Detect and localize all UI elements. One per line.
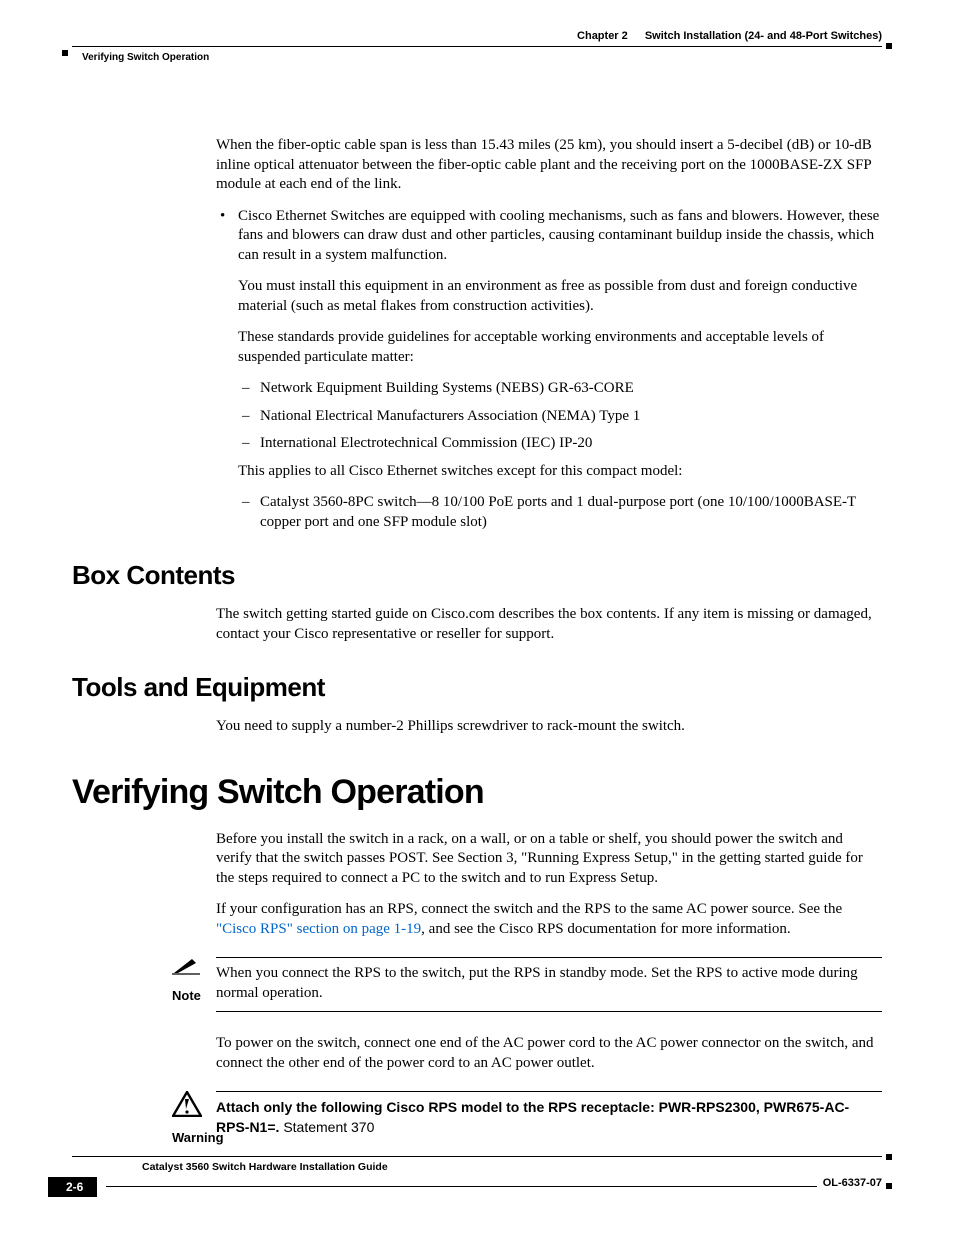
page-number-tab: 2-6: [48, 1177, 97, 1197]
dash-item: Network Equipment Building Systems (NEBS…: [238, 379, 882, 399]
chapter-title: Switch Installation (24- and 48-Port Swi…: [645, 30, 882, 42]
page-footer: Catalyst 3560 Switch Hardware Installati…: [72, 1156, 882, 1199]
running-header: Chapter 2 Switch Installation (24- and 4…: [72, 30, 882, 66]
body: When the fiber-optic cable span is less …: [72, 136, 882, 1145]
xref-link[interactable]: "Cisco RPS" section on page 1-19: [216, 921, 421, 937]
note-rule: [216, 957, 882, 958]
heading-tools: Tools and Equipment: [72, 672, 882, 703]
footer-doc-id: OL-6337-07: [817, 1177, 882, 1189]
dash-item: Catalyst 3560-8PC switch—8 10/100 PoE po…: [238, 493, 882, 532]
header-rule: [72, 46, 882, 47]
paragraph: You need to supply a number-2 Phillips s…: [216, 717, 882, 737]
paragraph: To power on the switch, connect one end …: [216, 1034, 882, 1073]
bullet-item: Cisco Ethernet Switches are equipped wit…: [216, 207, 882, 266]
note-icon-column: Note: [72, 957, 216, 1018]
note-text: When you connect the RPS to the switch, …: [216, 964, 882, 1003]
paragraph: These standards provide guidelines for a…: [238, 328, 882, 367]
warning-rule: [216, 1091, 882, 1092]
header-rule-start-icon: [62, 50, 68, 56]
note-pencil-icon: [172, 957, 216, 980]
paragraph: When the fiber-optic cable span is less …: [216, 136, 882, 195]
footer-rule-bottom: [106, 1186, 882, 1187]
chapter-label: Chapter 2: [577, 30, 628, 42]
warning-label: Warning: [172, 1130, 216, 1145]
footer-book-title: Catalyst 3560 Switch Hardware Installati…: [142, 1161, 882, 1173]
warning-triangle-icon: [172, 1091, 216, 1122]
header-section: Verifying Switch Operation: [82, 52, 209, 63]
paragraph: The switch getting started guide on Cisc…: [216, 605, 882, 644]
paragraph: You must install this equipment in an en…: [238, 277, 882, 316]
paragraph: If your configuration has an RPS, connec…: [216, 900, 882, 939]
heading-verifying: Verifying Switch Operation: [72, 773, 882, 812]
note-callout: Note When you connect the RPS to the swi…: [72, 957, 882, 1018]
heading-box-contents: Box Contents: [72, 560, 882, 591]
warning-statement: Statement 370: [283, 1119, 374, 1135]
page: Chapter 2 Switch Installation (24- and 4…: [0, 0, 954, 1235]
dash-item: International Electrotechnical Commissio…: [238, 434, 882, 454]
footer-row: 2-6 OL-6337-07: [72, 1177, 882, 1199]
warning-text: Attach only the following Cisco RPS mode…: [216, 1098, 882, 1137]
warning-content: Attach only the following Cisco RPS mode…: [216, 1091, 882, 1145]
warning-icon-column: Warning: [72, 1091, 216, 1145]
note-content: When you connect the RPS to the switch, …: [216, 957, 882, 1018]
header-rule-end-icon: [886, 43, 892, 49]
warning-callout: Warning Attach only the following Cisco …: [72, 1091, 882, 1145]
note-rule: [216, 1011, 882, 1012]
paragraph: This applies to all Cisco Ethernet switc…: [238, 462, 882, 482]
note-label: Note: [172, 988, 216, 1003]
footer-rule-end-icon: [886, 1183, 892, 1189]
footer-rule-top: [72, 1156, 882, 1157]
dash-item: National Electrical Manufacturers Associ…: [238, 407, 882, 427]
header-right: Chapter 2 Switch Installation (24- and 4…: [577, 30, 882, 42]
text: , and see the Cisco RPS documentation fo…: [421, 921, 791, 937]
text: If your configuration has an RPS, connec…: [216, 901, 842, 917]
paragraph: Before you install the switch in a rack,…: [216, 830, 882, 889]
footer-rule-end-icon: [886, 1154, 892, 1160]
